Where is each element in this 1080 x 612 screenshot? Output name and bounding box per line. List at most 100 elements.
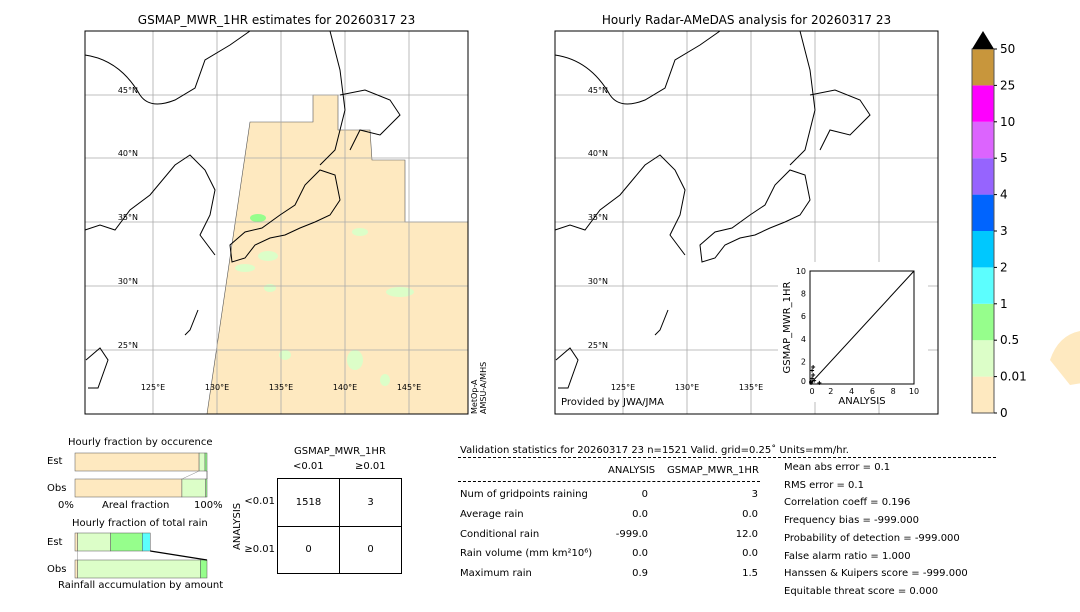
- score-6: Hanssen & Kuipers score = -999.000: [784, 568, 968, 580]
- fraction-segment: [205, 478, 208, 498]
- scatter-xtick: 6: [870, 387, 875, 396]
- fraction-segment: [74, 532, 78, 552]
- score-3: Frequency bias = -999.000: [784, 515, 919, 527]
- score-1: RMS error = 0.1: [784, 479, 864, 491]
- colorbar-label: 1: [1000, 297, 1008, 311]
- sensor-line-1: MetOp-A: [470, 379, 479, 414]
- lat-tick-label: 25°N: [588, 341, 608, 350]
- scatter-ytick: 8: [801, 290, 806, 299]
- scatter-xtick: 0: [809, 387, 814, 396]
- colorbar-label: 0: [1000, 406, 1008, 420]
- coastline: [809, 89, 871, 151]
- rain-patch: [258, 251, 278, 261]
- rain-est-label: Est: [47, 537, 63, 548]
- colorbar-label: 50: [1000, 42, 1015, 56]
- stats-label-3: Rain volume (mm km²10⁶): [460, 548, 593, 559]
- map-1: 125°E 130°E 135°E 45°N 40°N 35°N 30°N 25°N: [554, 30, 1080, 415]
- colorbar-swatch: [972, 376, 994, 413]
- stats-b-0: 3: [751, 489, 758, 500]
- scatter-xtick: 4: [849, 387, 854, 396]
- fraction-segment: [181, 478, 206, 498]
- stats-label-2: Conditional rain: [460, 529, 540, 540]
- rain-obs-label: Obs: [47, 564, 67, 575]
- sensor-label: MetOp-A AMSU-A/MHS: [470, 362, 488, 414]
- rain-patch: [235, 264, 255, 272]
- colorbar-swatch: [972, 158, 994, 195]
- colorbar-label: 25: [1000, 78, 1015, 92]
- rain-xlabel: Rainfall accumulation by amount: [58, 580, 224, 591]
- colorbar-swatch: [972, 194, 994, 231]
- stats-a-3: 0.0: [632, 548, 648, 559]
- lon-tick-label: 130°E: [205, 383, 229, 392]
- scatter-ytick: 4: [801, 335, 806, 344]
- colorbar-label: 5: [1000, 151, 1008, 165]
- fraction-segment: [200, 559, 208, 579]
- coastline: [789, 30, 816, 166]
- scatter-inset: 00 2 2 4 4 6 6 8 8 10 10 ANALYSIS GSMAP_MWR_1HR: [778, 262, 928, 407]
- colorbar-label: 4: [1000, 188, 1008, 202]
- rain-patch: [264, 284, 276, 292]
- fraction-segment: [110, 532, 143, 552]
- table-row-title: ANALYSIS: [232, 502, 243, 550]
- stats-label-0: Num of gridpoints raining: [460, 489, 588, 500]
- rain-title: Hourly fraction of total rain: [72, 518, 208, 529]
- colorbar-label: 2: [1000, 260, 1008, 274]
- sensor-line-2: AMSU-A/MHS: [479, 361, 488, 414]
- map-frame: [554, 30, 939, 415]
- coastline: [554, 154, 686, 256]
- rain-patch: [386, 287, 414, 297]
- colorbar-swatch: [972, 231, 994, 268]
- rain-patch: [347, 350, 363, 370]
- lat-tick-label: 40°N: [588, 149, 608, 158]
- table-title: GSMAP_MWR_1HR: [294, 446, 386, 457]
- colorbar-swatch: [972, 49, 994, 86]
- cell-1-1: 0: [367, 544, 374, 555]
- scatter-ytick: 6: [801, 312, 806, 321]
- lat-tick-label: 45°N: [588, 86, 608, 95]
- lat-tick-label: 45°N: [118, 86, 138, 95]
- lon-tick-label: 140°E: [333, 383, 357, 392]
- fraction-segment: [77, 559, 201, 579]
- colorbar-swatch: [972, 303, 994, 341]
- colorbar-label: 0.5: [1000, 333, 1019, 347]
- colorbar: 0 0.01 0.5 1 2 3 4 5 10 25 50: [971, 31, 1027, 420]
- fraction-segment: [77, 532, 111, 552]
- lon-tick-label: 125°E: [141, 383, 165, 392]
- contingency-table: 1518 3 0 0: [277, 478, 402, 574]
- occ-est-label: Est: [47, 456, 63, 467]
- maps: 125°E 130°E 135°E 140°E 145°E 45°N 40°N 35°N 30°…: [84, 30, 1080, 420]
- lat-tick-label: 25°N: [118, 341, 138, 350]
- scatter-point: [811, 365, 816, 370]
- scatter-xtick: 8: [891, 387, 896, 396]
- occurrence-title: Hourly fraction by occurence: [68, 437, 213, 448]
- analysis-rain-area: [1050, 331, 1080, 385]
- lat-tick-label: 40°N: [118, 149, 138, 158]
- stats-divider: [458, 457, 996, 458]
- colorbar-label: 0.01: [1000, 370, 1027, 384]
- coastline: [554, 30, 721, 105]
- fraction-segment: [74, 559, 78, 579]
- score-5: False alarm ratio = 1.000: [784, 550, 911, 562]
- fraction-bars: [74, 452, 208, 579]
- lon-tick-label: 135°E: [269, 383, 293, 392]
- colorbar-swatch: [972, 267, 994, 304]
- coastline: [699, 169, 811, 263]
- lon-tick-label: 135°E: [739, 383, 763, 392]
- scatter-point: [810, 376, 815, 381]
- table-col-0: <0.01: [293, 461, 324, 472]
- stats-label-4: Maximum rain: [460, 568, 532, 579]
- left-map-title: GSMAP_MWR_1HR estimates for 20260317 23: [137, 13, 416, 27]
- scatter-ylabel: GSMAP_MWR_1HR: [782, 282, 793, 374]
- scatter-point: [817, 380, 822, 385]
- coastline: [654, 309, 669, 336]
- occ-xtick-0: 0%: [58, 500, 74, 511]
- score-2: Correlation coeff = 0.196: [784, 497, 911, 509]
- coastline: [84, 30, 251, 105]
- stats-col-gsmap: GSMAP_MWR_1HR: [667, 465, 759, 476]
- stats-header: Validation statistics for 20260317 23 n=…: [460, 445, 849, 456]
- coastline: [229, 169, 341, 263]
- coastline: [84, 154, 216, 256]
- occ-obs-label: Obs: [47, 483, 67, 494]
- rain-patch: [352, 228, 368, 236]
